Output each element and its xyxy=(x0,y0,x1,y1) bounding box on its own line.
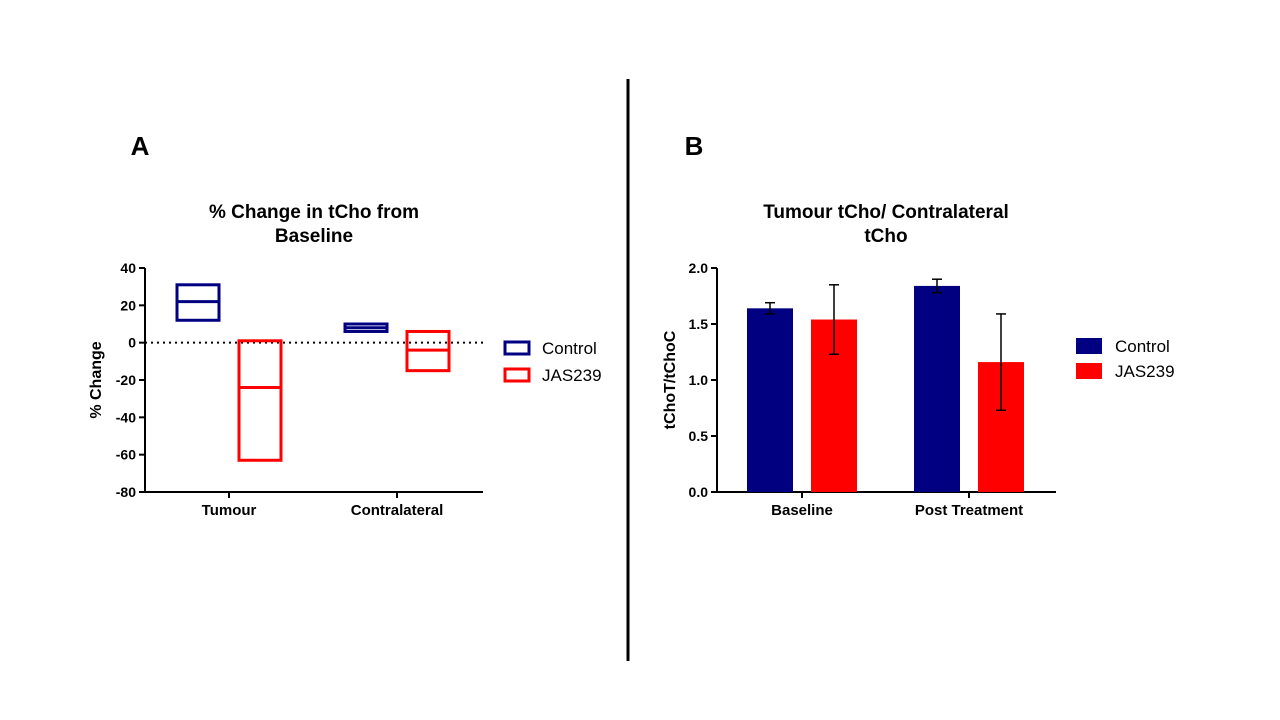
chart-b-y-tick-label: 0.0 xyxy=(689,484,709,500)
chart-a-legend-swatch xyxy=(503,340,531,356)
chart-a-y-tick-label: 40 xyxy=(120,260,136,276)
chart-a-y-tick-label: 0 xyxy=(128,335,136,351)
chart-a-x-tick-label: Contralateral xyxy=(351,502,444,519)
chart-a-y-tick-label: -80 xyxy=(116,484,136,500)
panel-b-letter: B xyxy=(685,131,704,161)
chart-a-legend-swatch xyxy=(503,367,531,383)
chart-b-y-tick-label: 1.0 xyxy=(689,372,709,388)
chart-a-title-line1: % Change in tCho from xyxy=(209,202,419,223)
chart-b-x-tick-label: Baseline xyxy=(771,502,833,519)
chart-a-y-tick-label: 20 xyxy=(120,297,136,313)
chart-a-y-tick-label: -20 xyxy=(116,372,136,388)
chart-b-bar xyxy=(914,285,960,492)
chart-b-title-line1: Tumour tCho/ Contralateral xyxy=(763,202,1009,223)
chart-b-y-tick-label: 2.0 xyxy=(689,260,709,276)
chart-b-y-axis-label: tChoT/tChoC xyxy=(662,330,679,429)
chart-b-legend-label: Control xyxy=(1115,337,1170,356)
chart-a-y-axis-label: % Change xyxy=(88,341,105,418)
chart-a: % Change in tCho from Baseline % Change … xyxy=(88,202,602,519)
chart-a-x-tick-label: Tumour xyxy=(202,502,257,519)
chart-a-y-tick-label: -40 xyxy=(116,409,136,425)
chart-b-bar xyxy=(747,308,793,492)
chart-b: Tumour tCho/ Contralateral tCho tChoT/tC… xyxy=(662,202,1175,519)
chart-a-title-line2: Baseline xyxy=(275,226,353,247)
chart-b-legend-swatch xyxy=(1076,363,1102,379)
chart-b-legend-swatch xyxy=(1076,338,1102,354)
chart-b-y-tick-label: 0.5 xyxy=(689,428,709,444)
chart-b-legend-label: JAS239 xyxy=(1115,362,1175,381)
chart-b-x-tick-label: Post Treatment xyxy=(915,502,1023,519)
panel-a-letter: A xyxy=(131,131,150,161)
chart-a-legend-label: Control xyxy=(542,339,597,358)
chart-a-y-tick-label: -60 xyxy=(116,447,136,463)
chart-a-legend-label: JAS239 xyxy=(542,366,602,385)
chart-a-floating-bar xyxy=(237,339,283,462)
chart-b-y-tick-label: 1.5 xyxy=(689,316,709,332)
chart-b-title-line2: tCho xyxy=(864,226,907,247)
